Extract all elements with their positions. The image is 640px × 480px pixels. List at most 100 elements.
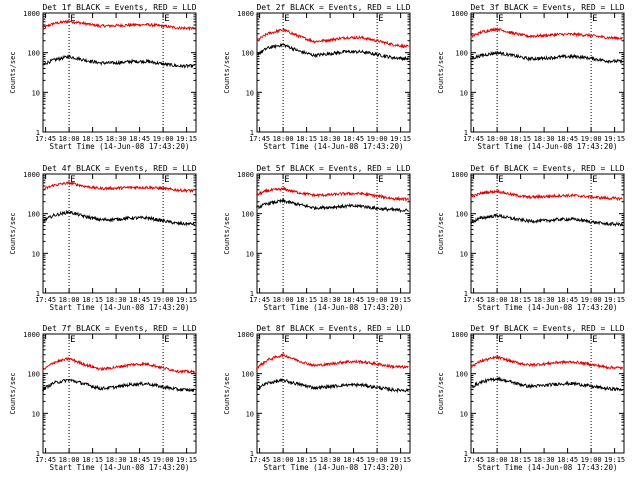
x-tick-label: 18:45 [129, 135, 150, 143]
y-tick-label: 10 [32, 89, 40, 97]
y-tick-label: 10 [246, 250, 254, 258]
x-tick-label: 18:45 [557, 456, 578, 464]
y-tick-label: 1 [464, 290, 468, 298]
plot-frame [470, 173, 625, 294]
x-tick-label: 19:15 [176, 135, 197, 143]
y-tick-label: 10 [460, 250, 468, 258]
series-line-events [470, 50, 623, 65]
x-tick-label: 18:30 [534, 296, 555, 304]
x-tick-label: 19:15 [390, 135, 411, 143]
x-tick-label: 18:45 [557, 135, 578, 143]
panel-det-6: Det 6f BLACK = Events, RED = LLD 1 10 100 10… [437, 164, 625, 312]
plot-frame [470, 333, 625, 454]
x-tick-label: 19:15 [390, 456, 411, 464]
plot-frame [42, 333, 197, 454]
series-line-lld [470, 354, 623, 371]
x-tick-label: 18:15 [82, 456, 103, 464]
y-axis-label: Counts/sec [437, 51, 445, 93]
panel-title: Det 8f BLACK = Events, RED = LLD [256, 324, 410, 333]
x-axis-label: Start Time (14-Jun-08 17:43:20) [478, 303, 618, 312]
x-tick-label: 19:15 [604, 456, 625, 464]
x-tick-label: 17:45 [249, 296, 270, 304]
x-tick-label: 18:30 [320, 456, 341, 464]
series-line-lld [256, 186, 409, 202]
y-axis-label: Counts/sec [437, 372, 445, 414]
y-tick-label: 1 [250, 290, 254, 298]
x-tick-label: 19:15 [176, 456, 197, 464]
series-line-lld [470, 27, 623, 41]
panel-title: Det 1f BLACK = Events, RED = LLD [42, 3, 196, 12]
plot-frame [256, 333, 411, 454]
series-line-lld [470, 188, 623, 202]
series-line-lld [256, 352, 409, 370]
series-line-lld [42, 357, 195, 375]
x-tick-label: 18:00 [59, 135, 80, 143]
x-tick-label: 17:45 [463, 456, 484, 464]
panel-det-4: Det 4f BLACK = Events, RED = LLD 1 10 100 10… [9, 164, 197, 312]
event-marker-label: E [378, 175, 383, 185]
x-tick-label: 18:15 [510, 296, 531, 304]
x-axis-label: Start Time (14-Jun-08 17:43:20) [50, 142, 190, 151]
y-axis-label: Counts/sec [9, 372, 17, 414]
panel-det-3: Det 3f BLACK = Events, RED = LLD 1 10 100 10… [437, 3, 625, 151]
panel-det-5: Det 5f BLACK = Events, RED = LLD 1 10 100 10… [223, 164, 411, 312]
event-marker-label: E [592, 14, 597, 24]
x-tick-label: 17:45 [35, 296, 56, 304]
x-axis-label: Start Time (14-Jun-08 17:43:20) [50, 463, 190, 472]
panel-det-7: Det 7f BLACK = Events, RED = LLD 1 10 100 10… [9, 324, 197, 472]
x-tick-label: 19:15 [176, 296, 197, 304]
x-tick-label: 18:15 [296, 456, 317, 464]
y-tick-label: 1000 [237, 331, 254, 339]
y-tick-label: 10 [32, 250, 40, 258]
series-line-lld [42, 19, 195, 31]
x-tick-label: 18:30 [106, 296, 127, 304]
y-tick-label: 1000 [451, 10, 468, 18]
y-tick-label: 10 [246, 410, 254, 418]
y-tick-label: 100 [455, 211, 468, 219]
y-tick-label: 100 [241, 371, 254, 379]
event-marker-label: E [70, 335, 75, 345]
event-marker-label: E [498, 335, 503, 345]
x-tick-label: 19:00 [367, 135, 388, 143]
x-axis-label: Start Time (14-Jun-08 17:43:20) [264, 463, 404, 472]
series-line-lld [256, 27, 409, 49]
y-tick-label: 1000 [451, 331, 468, 339]
x-axis-label: Start Time (14-Jun-08 17:43:20) [478, 142, 618, 151]
y-tick-label: 100 [455, 50, 468, 58]
x-tick-label: 19:00 [581, 296, 602, 304]
series-line-events [470, 213, 623, 228]
y-tick-label: 1 [464, 450, 468, 458]
y-tick-label: 1000 [237, 171, 254, 179]
x-tick-label: 18:00 [273, 135, 294, 143]
x-tick-label: 19:00 [581, 456, 602, 464]
series-line-events [470, 376, 623, 392]
x-axis-label: Start Time (14-Jun-08 17:43:20) [50, 303, 190, 312]
series-line-events [42, 53, 195, 69]
series-line-events [256, 198, 409, 214]
y-tick-label: 10 [32, 410, 40, 418]
y-tick-label: 10 [246, 89, 254, 97]
series-line-events [42, 209, 195, 227]
x-tick-label: 18:30 [106, 135, 127, 143]
y-tick-label: 1000 [237, 10, 254, 18]
event-marker-label: E [70, 175, 75, 185]
plot-frame [42, 173, 197, 294]
series-line-events [42, 378, 195, 393]
x-tick-label: 18:15 [82, 296, 103, 304]
y-axis-label: Counts/sec [223, 372, 231, 414]
x-tick-label: 18:00 [487, 296, 508, 304]
series-line-events [256, 43, 409, 62]
y-tick-label: 1000 [451, 171, 468, 179]
y-tick-label: 1000 [23, 10, 40, 18]
event-marker-label: E [378, 14, 383, 24]
x-tick-label: 19:00 [367, 456, 388, 464]
x-tick-label: 18:30 [534, 135, 555, 143]
y-tick-label: 1000 [23, 331, 40, 339]
x-tick-label: 18:45 [129, 456, 150, 464]
x-tick-label: 17:45 [463, 296, 484, 304]
event-marker-label: E [498, 175, 503, 185]
x-tick-label: 17:45 [249, 135, 270, 143]
event-marker-label: E [284, 175, 289, 185]
event-marker-label: E [284, 335, 289, 345]
x-tick-label: 18:00 [487, 135, 508, 143]
